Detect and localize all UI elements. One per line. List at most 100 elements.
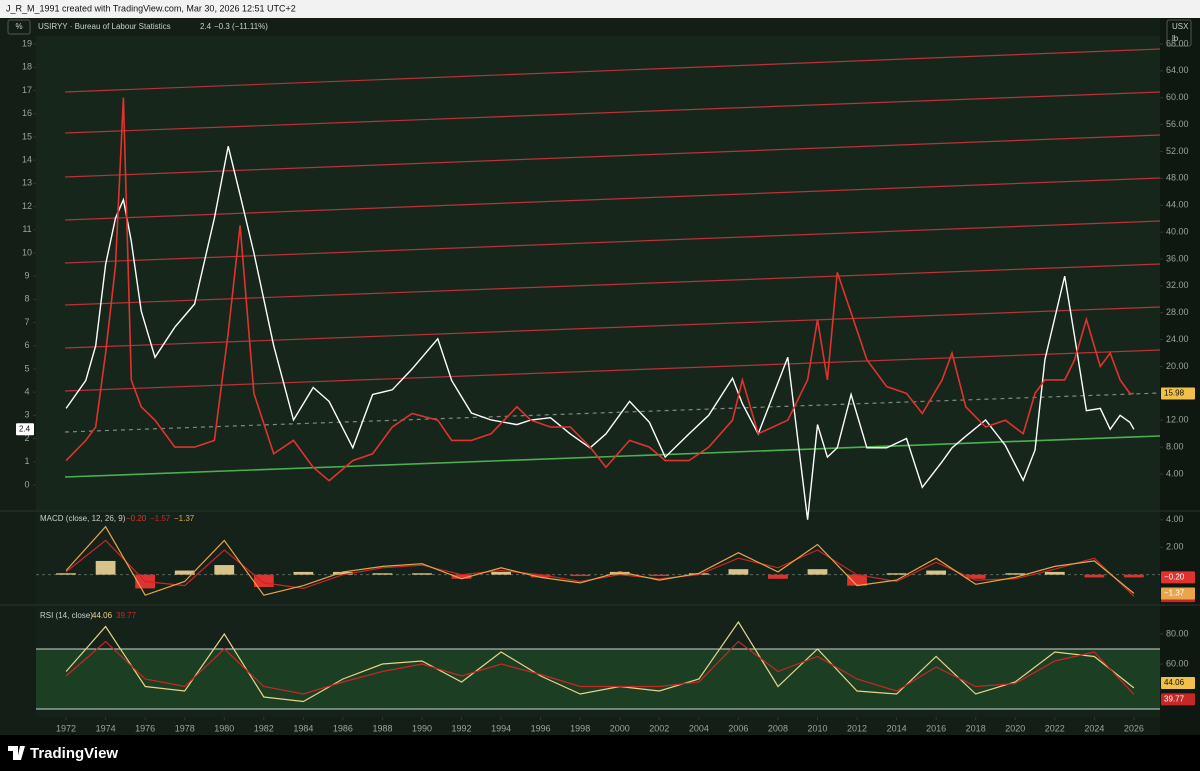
pane-title: MACD (close, 12, 26, 9) [40, 514, 126, 523]
x-tick-label: 2016 [926, 723, 946, 733]
price-tag [1161, 571, 1195, 584]
x-tick-label: 2020 [1005, 723, 1025, 733]
y-tick-label: 1 [24, 456, 29, 466]
x-tick-label: 2024 [1084, 723, 1104, 733]
y2-tick-label: 12.00 [1166, 415, 1189, 425]
legend-name: USIRYY · Bureau of Labour Statistics [38, 22, 171, 31]
x-tick-label: 1996 [531, 723, 551, 733]
y-tick-label: 5 [24, 363, 29, 373]
x-tick-label: 2026 [1124, 723, 1144, 733]
x-tick-label: 1982 [254, 723, 274, 733]
x-tick-label: 1976 [135, 723, 155, 733]
main-pane [36, 36, 1160, 510]
y2-tick-label: 68.00 [1166, 38, 1189, 48]
price-tag-label: 2.4 [19, 424, 31, 433]
x-tick-label: 1972 [56, 723, 76, 733]
y2-tick-label: 40.00 [1166, 226, 1189, 236]
price-line [65, 97, 1134, 482]
macd-bar [1044, 571, 1065, 575]
macd-bar [570, 574, 591, 577]
legend-value: 44.06 [92, 611, 113, 620]
footer [0, 735, 1200, 771]
y2-tick-label: 52.00 [1166, 146, 1189, 156]
y2-tick-label: 24.00 [1166, 334, 1189, 344]
y-tick-label: 16 [22, 108, 32, 118]
y2-tick-label: 60.00 [1166, 92, 1189, 102]
rsi-band [36, 649, 1160, 710]
y-tick-label: 3 [24, 410, 29, 420]
byline: J_R_M_1991 created with TradingView.com,… [6, 3, 296, 13]
legend-value: −0.20 [126, 514, 147, 523]
macd-bar [293, 571, 314, 575]
y-tick-label: 2.00 [1166, 542, 1184, 552]
x-tick-label: 2006 [728, 723, 748, 733]
macd-bar [174, 570, 195, 575]
macd-line [65, 525, 1135, 596]
channel-line [64, 349, 1161, 392]
right-unit-sub: lb [1172, 34, 1179, 43]
macd-bar [728, 569, 749, 575]
header-bar [0, 0, 1200, 18]
logo-text: TradingView [30, 745, 118, 762]
y2-tick-label: 44.00 [1166, 200, 1189, 210]
price-tag [1161, 387, 1195, 400]
x-tick-label: 2008 [768, 723, 788, 733]
macd-pane [36, 512, 1160, 604]
x-tick-label: 1988 [372, 723, 392, 733]
price-tag-label: 44.06 [1164, 678, 1185, 687]
x-tick-label: 2014 [887, 723, 907, 733]
legend-value: −1.57 [150, 514, 171, 523]
channel-line [64, 220, 1161, 264]
macd-bar [1084, 574, 1105, 578]
x-tick-label: 2022 [1045, 723, 1065, 733]
logo-mark [8, 746, 25, 760]
macd-bar [333, 571, 353, 575]
inflation-line [65, 146, 1135, 520]
drawings [64, 48, 1161, 478]
price-tag-label: 39.77 [1164, 694, 1185, 703]
y-tick-label: 2 [24, 433, 29, 443]
legend-change: −0.3 (−11.11%) [214, 22, 268, 31]
unit-box [7, 19, 31, 35]
macd-bar [1124, 574, 1144, 578]
macd-bar [1005, 573, 1026, 575]
y-tick-label: 12 [22, 201, 32, 211]
channel-line [64, 134, 1161, 178]
channel-line [64, 48, 1161, 93]
y2-tick-label: 20.00 [1166, 361, 1189, 371]
x-tick-label: 1994 [491, 723, 511, 733]
x-tick-label: 1978 [175, 723, 195, 733]
channel-line [64, 177, 1161, 221]
macd-bar [807, 569, 828, 575]
y-tick-label: 8 [24, 294, 29, 304]
macd-bar [451, 574, 472, 579]
y-tick-label: 80.00 [1166, 628, 1189, 638]
unit-label: % [15, 22, 22, 31]
macd-bar [412, 573, 432, 575]
macd-bar [688, 573, 709, 575]
y2-tick-label: 48.00 [1166, 173, 1189, 183]
channel-line [64, 306, 1161, 349]
right-unit: USX [1172, 22, 1189, 31]
macd-bar [886, 573, 907, 575]
legend-value: 39.77 [116, 611, 137, 620]
y-tick-label: 9 [24, 271, 29, 281]
rsi-line [65, 620, 1135, 703]
right-axis [1160, 18, 1200, 735]
x-tick-label: 2000 [610, 723, 630, 733]
macd-bar [768, 574, 788, 579]
y-tick-label: 11 [22, 224, 31, 234]
y-tick-label: 0 [24, 479, 29, 489]
price-tag [1161, 676, 1195, 689]
x-tick-label: 1998 [570, 723, 590, 733]
y-tick-label: 6 [24, 340, 29, 350]
macd-bar [609, 571, 630, 575]
price-tag [1161, 693, 1195, 706]
x-tick-label: 2018 [966, 723, 986, 733]
legend-value: −1.37 [174, 514, 195, 523]
macd-bar [56, 573, 76, 575]
y-tick-label: 4 [24, 387, 29, 397]
legend-last: 2.4 [200, 22, 212, 31]
y-tick-label: 13 [22, 178, 32, 188]
